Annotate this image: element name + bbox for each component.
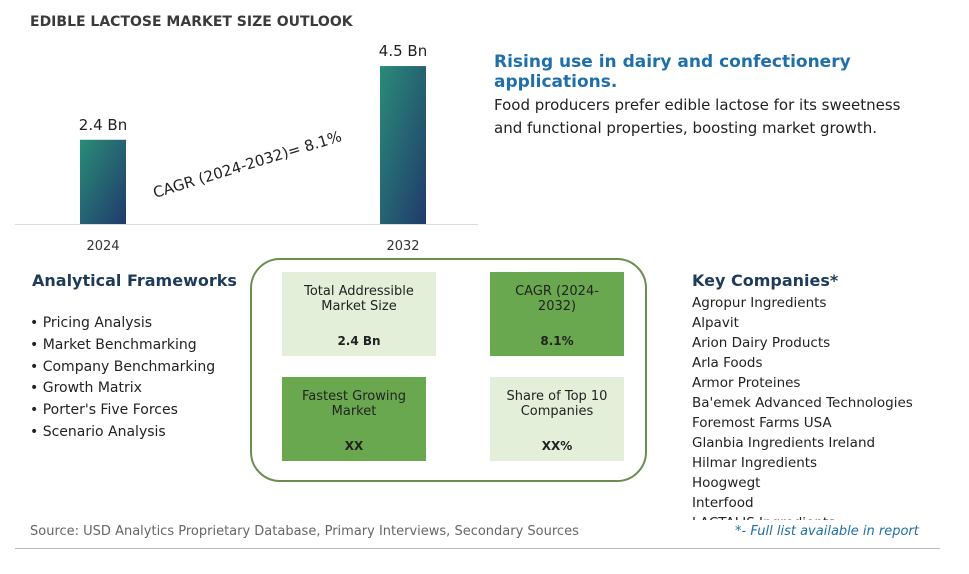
metric-value: 2.4 Bn <box>337 334 381 348</box>
metric-box: Total Addressible Market Size 2.4 Bn <box>282 272 436 356</box>
bar <box>380 66 426 224</box>
companies-list: Agropur Ingredients Alpavit Arion Dairy Pr… <box>692 293 913 520</box>
company: Alpavit <box>692 315 739 331</box>
companies-title: Key Companies* <box>692 271 839 290</box>
metric-box: Share of Top 10 Companies XX% <box>490 377 624 461</box>
footer-rule <box>15 548 940 549</box>
source: Source: USD Analytics Proprietary Databa… <box>30 524 579 539</box>
company: Foremost Farms USA <box>692 415 832 431</box>
value-label: 2.4 Bn <box>79 116 127 134</box>
x-tick-label: 2024 <box>86 239 119 254</box>
framework-text: Porter's Five Forces <box>42 402 178 419</box>
framework-item: • Pricing Analysis <box>30 315 153 331</box>
value-label: 4.5 Bn <box>379 42 427 60</box>
metric-label: Fastest Growing Market <box>302 389 406 419</box>
metric-value: XX% <box>541 439 573 453</box>
framework-text: Market Benchmarking <box>42 336 197 353</box>
framework-item: • Scenario Analysis <box>30 423 166 440</box>
footnote: *- Full list available in report <box>735 524 919 539</box>
framework-item: • Company Benchmarking <box>30 358 216 375</box>
metric-label: Share of Top 10 Companies <box>506 389 608 419</box>
metric-value: 8.1% <box>540 334 574 348</box>
x-tick-label: 2032 <box>386 239 419 254</box>
framework-item: • Growth Matrix <box>30 380 142 397</box>
framework-item: • Porter's Five Forces <box>30 402 178 419</box>
company: Arla Foods <box>692 355 763 371</box>
chart: EDIBLE LACTOSE MARKET SIZE OUTLOOK CAGR … <box>15 14 478 254</box>
highlight-text: Food producers prefer edible lactose for… <box>494 96 901 137</box>
metric-value: XX <box>344 439 364 453</box>
company: Hilmar Ingredients <box>692 455 818 471</box>
frameworks-list: • Pricing Analysis • Market Benchmarking •… <box>30 313 215 444</box>
framework-text: Scenario Analysis <box>42 423 166 440</box>
company: Ba'emek Advanced Technologies <box>692 395 913 411</box>
cagr-annotation: CAGR (2024-2032)= 8.1% <box>151 127 344 202</box>
metric-label: Total Addressible Market Size <box>304 284 414 314</box>
companies-clip: Agropur Ingredients Alpavit Arion Dairy Pr… <box>692 293 913 520</box>
frameworks-title: Analytical Frameworks <box>32 271 237 290</box>
company: Hoogwegt <box>692 475 761 491</box>
metric-box: Fastest Growing Market XX <box>282 377 426 461</box>
framework-text: Company Benchmarking <box>42 358 216 375</box>
framework-text: Pricing Analysis <box>42 315 153 331</box>
company: LACTALIS Ingredients <box>692 513 913 520</box>
company: Interfood <box>692 495 754 511</box>
framework-item: • Market Benchmarking <box>30 336 197 353</box>
metric-box: CAGR (2024-2032) 8.1% <box>490 272 624 356</box>
metric-label: CAGR (2024-2032) <box>515 284 599 314</box>
bar <box>80 139 126 224</box>
company: Armor Proteines <box>692 375 801 391</box>
company: Agropur Ingredients <box>692 295 827 311</box>
highlight-heading: Rising use in dairy and confectionery ap… <box>494 52 851 92</box>
company: Glanbia Ingredients Ireland <box>692 435 876 451</box>
chart-title: EDIBLE LACTOSE MARKET SIZE OUTLOOK <box>30 14 354 30</box>
framework-text: Growth Matrix <box>42 380 142 397</box>
metrics-panel <box>250 258 647 482</box>
company: Arion Dairy Products <box>692 335 831 351</box>
